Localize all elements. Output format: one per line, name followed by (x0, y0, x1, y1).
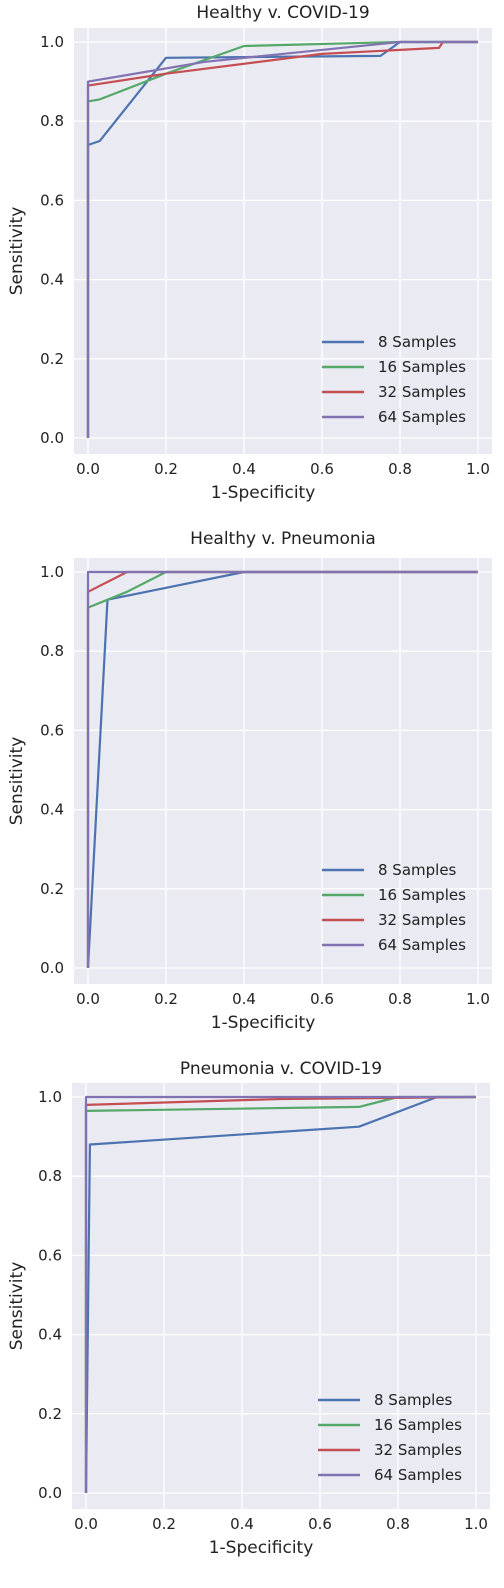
legend-entry: 16 Samples (378, 358, 466, 376)
x-tick-label: 1.0 (464, 1515, 488, 1533)
y-tick-label: 1.0 (40, 563, 64, 581)
y-tick-label: 0.6 (38, 1246, 62, 1264)
x-axis-label: 1-Specificity (211, 483, 316, 503)
legend-entry: 64 Samples (374, 1466, 462, 1484)
chart-title: Healthy v. COVID-19 (196, 3, 369, 23)
plot-background (72, 1083, 490, 1509)
y-axis-label: Sensitivity (7, 1262, 27, 1351)
y-tick-label: 0.4 (40, 271, 64, 289)
x-tick-label: 0.2 (154, 990, 178, 1008)
chart-title: Healthy v. Pneumonia (190, 529, 376, 549)
legend-entry: 16 Samples (374, 1416, 462, 1434)
legend-entry: 64 Samples (378, 936, 466, 954)
y-tick-label: 0.4 (38, 1326, 62, 1344)
y-tick-label: 0.0 (40, 429, 64, 447)
x-tick-label: 1.0 (466, 990, 490, 1008)
y-tick-label: 1.0 (40, 33, 64, 51)
y-axis-label: Sensitivity (7, 207, 27, 296)
plot-background (74, 28, 492, 454)
y-tick-label: 0.8 (38, 1167, 62, 1185)
y-tick-label: 0.6 (40, 191, 64, 209)
y-axis-label: Sensitivity (7, 737, 27, 826)
x-tick-label: 0.4 (232, 990, 256, 1008)
x-tick-label: 0.0 (76, 460, 100, 478)
y-tick-label: 0.2 (38, 1405, 62, 1423)
x-tick-label: 1.0 (466, 460, 490, 478)
x-tick-label: 0.2 (152, 1515, 176, 1533)
x-tick-label: 0.6 (310, 460, 334, 478)
x-tick-label: 0.0 (76, 990, 100, 1008)
x-tick-label: 0.8 (388, 990, 412, 1008)
y-tick-label: 0.8 (40, 642, 64, 660)
x-axis-label: 1-Specificity (211, 1013, 316, 1033)
legend-entry: 8 Samples (378, 333, 457, 351)
x-tick-label: 0.0 (74, 1515, 98, 1533)
chart-panel: 0.0 0.2 0.4 0.6 0.8 1.0 0.0 0.2 0.4 0.6 0.8 1.0 Pneu… (7, 1059, 490, 1558)
legend-entry: 16 Samples (378, 886, 466, 904)
legend-entry: 32 Samples (378, 911, 466, 929)
y-tick-label: 0.8 (40, 112, 64, 130)
x-tick-label: 0.6 (310, 990, 334, 1008)
chart-panel: 0.0 0.2 0.4 0.6 0.8 1.0 0.0 0.2 0.4 0.6 0.8 1.0 Heal… (7, 3, 492, 503)
legend-entry: 8 Samples (374, 1391, 453, 1409)
y-tick-label: 0.0 (40, 959, 64, 977)
chart-panel: 0.0 0.2 0.4 0.6 0.8 1.0 0.0 0.2 0.4 0.6 0.8 1.0 Heal… (7, 529, 492, 1033)
x-tick-label: 0.6 (308, 1515, 332, 1533)
y-tick-label: 1.0 (38, 1088, 62, 1106)
y-tick-label: 0.6 (40, 721, 64, 739)
x-tick-label: 0.4 (230, 1515, 254, 1533)
y-tick-label: 0.2 (40, 350, 64, 368)
chart-title: Pneumonia v. COVID-19 (180, 1059, 382, 1079)
plot-background (74, 558, 492, 984)
x-tick-label: 0.8 (386, 1515, 410, 1533)
x-axis-label: 1-Specificity (209, 1538, 314, 1558)
legend-entry: 8 Samples (378, 861, 457, 879)
legend-entry: 64 Samples (378, 408, 466, 426)
legend-entry: 32 Samples (374, 1441, 462, 1459)
x-tick-label: 0.4 (232, 460, 256, 478)
series-line (86, 40, 478, 438)
y-tick-label: 0.0 (38, 1484, 62, 1502)
y-tick-label: 0.4 (40, 801, 64, 819)
x-tick-label: 0.8 (388, 460, 412, 478)
legend-entry: 32 Samples (378, 383, 466, 401)
y-tick-label: 0.2 (40, 880, 64, 898)
series-line (86, 570, 478, 968)
x-tick-label: 0.2 (154, 460, 178, 478)
series-line (84, 1095, 476, 1493)
